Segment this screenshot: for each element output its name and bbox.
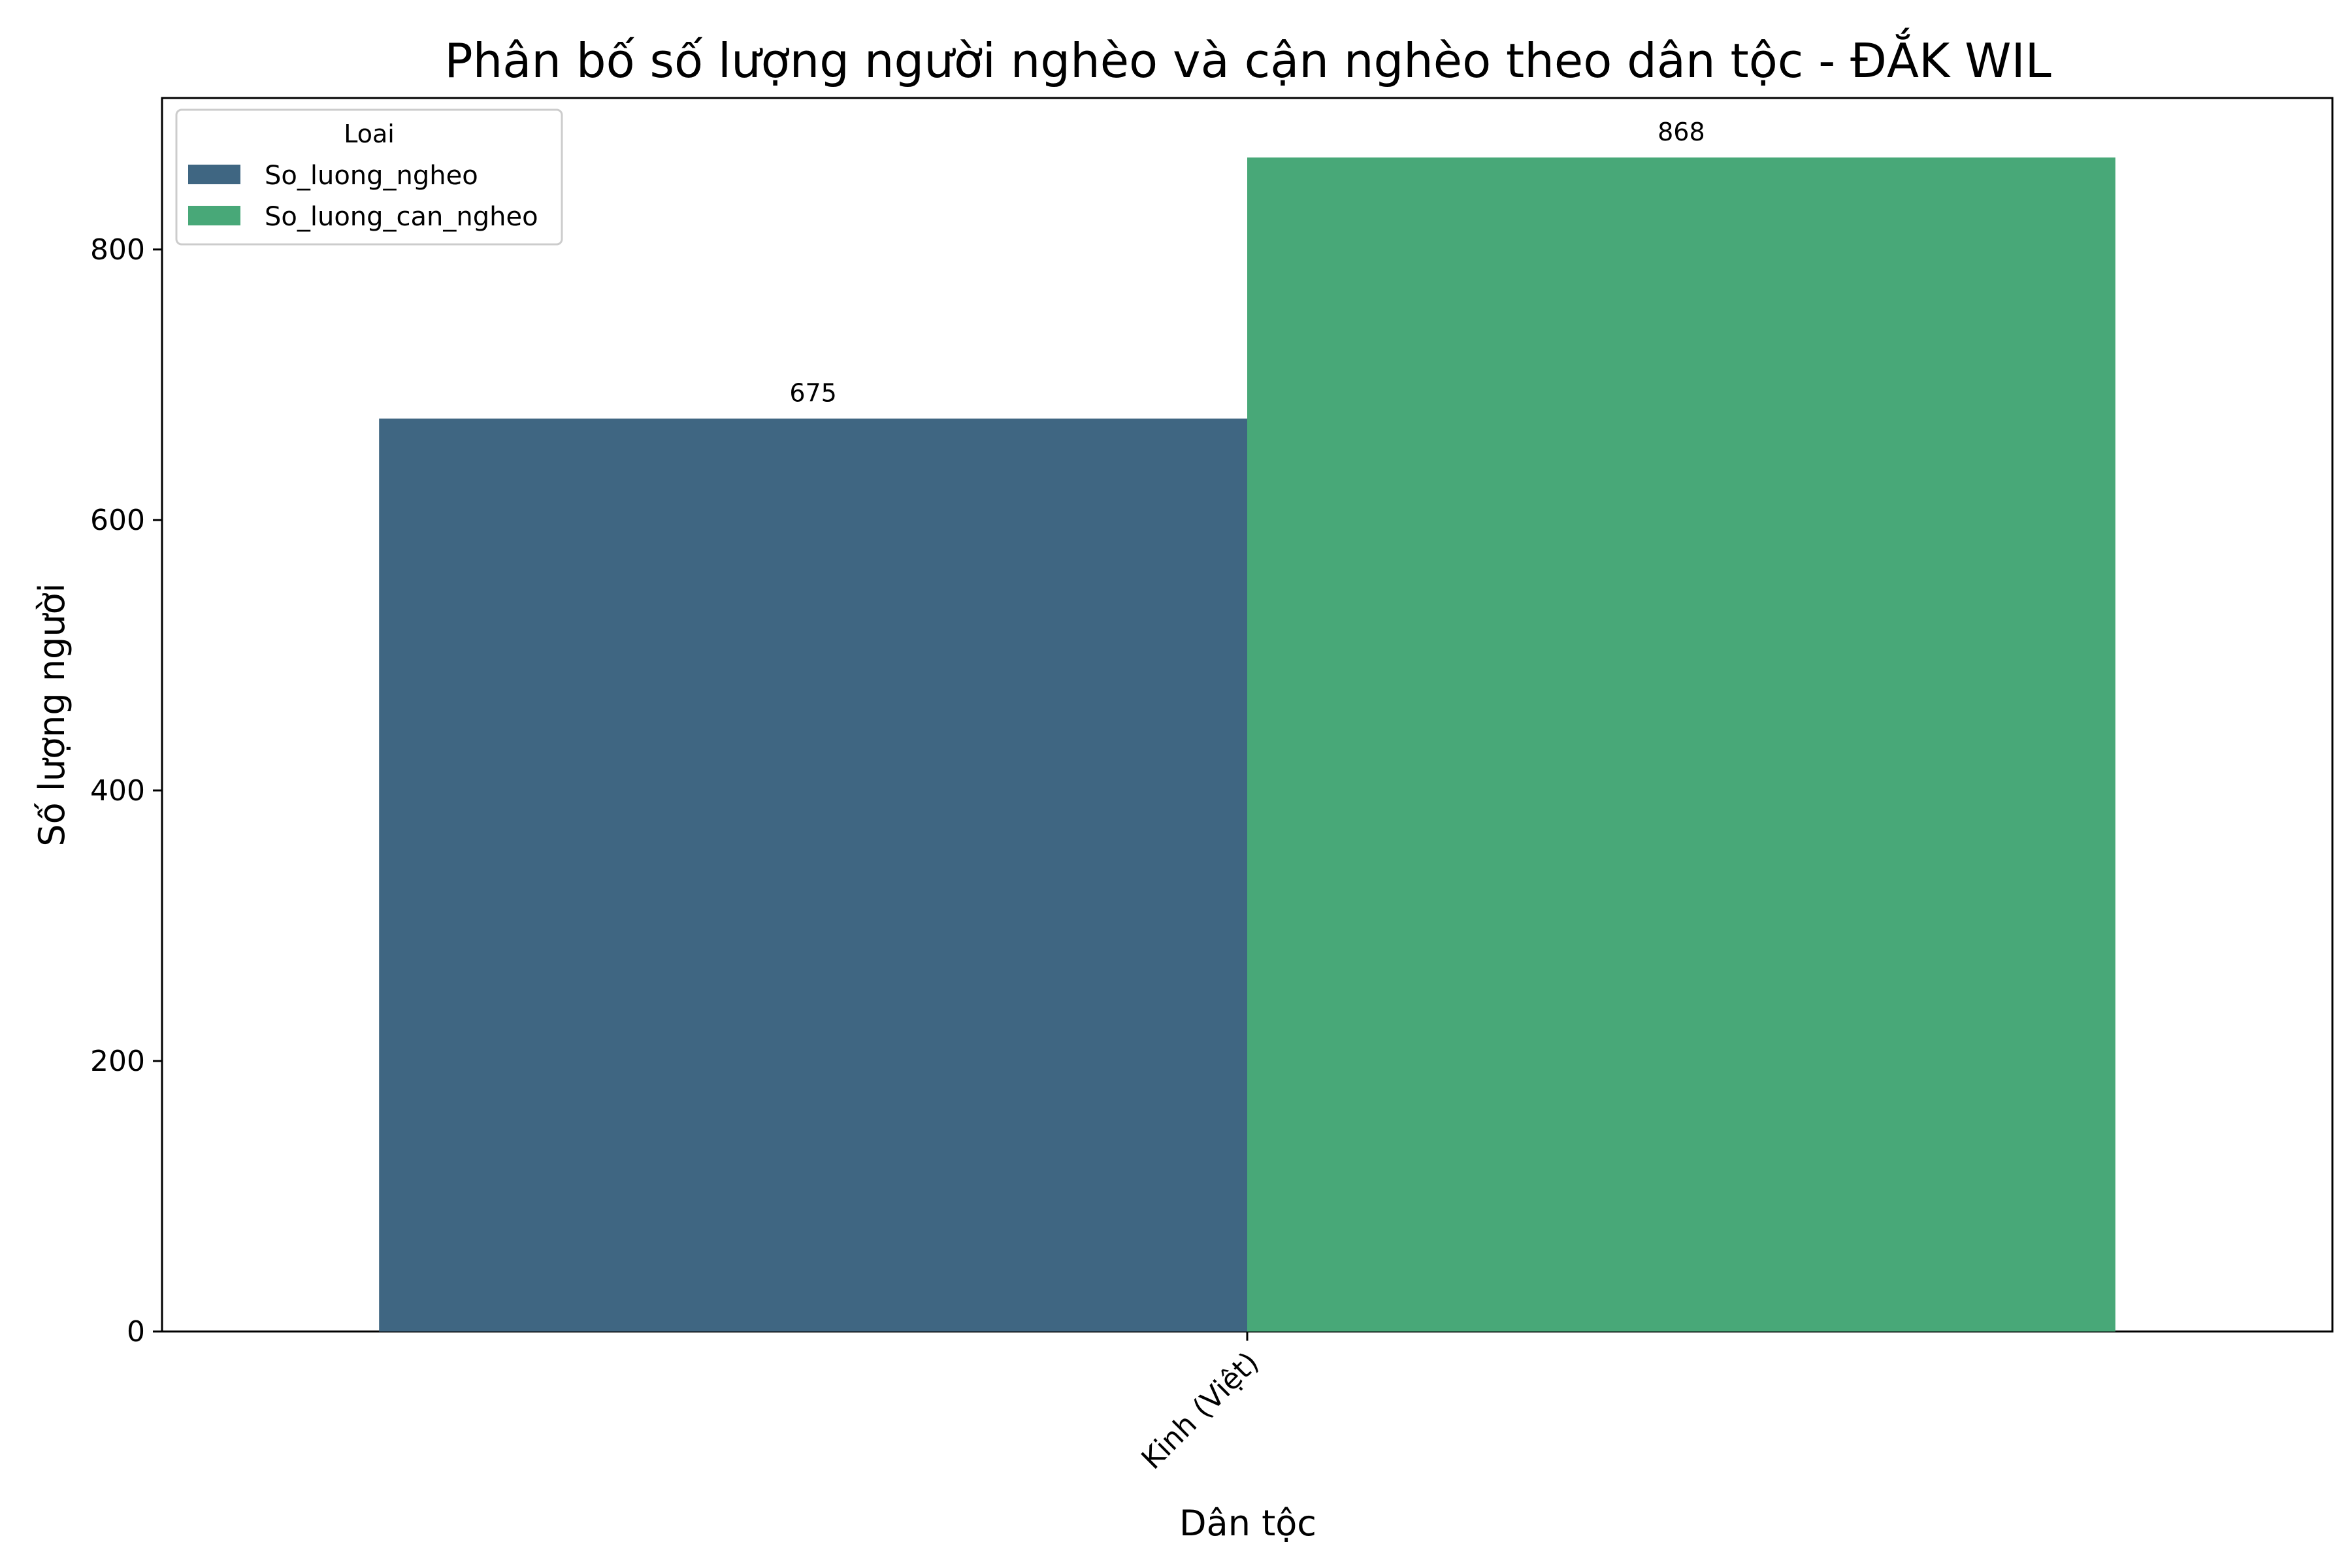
data-labels: 675 868 — [789, 118, 1705, 408]
data-label-So_luong_ngheo: 675 — [789, 379, 837, 408]
chart-title: Phân bố số lượng người nghèo và cận nghè… — [444, 29, 2051, 88]
y-axis-label: Số lượng người — [31, 583, 73, 846]
y-tick-label-600: 600 — [90, 504, 145, 537]
bar-So_luong_ngheo — [379, 418, 1248, 1331]
legend-swatch-so-luong-can-ngheo — [188, 206, 240, 225]
legend-entry-so-luong-can-ngheo: So_luong_can_ngheo — [265, 202, 538, 232]
legend-swatch-so-luong-ngheo — [188, 165, 240, 184]
bars — [379, 157, 2115, 1331]
y-tick-label-0: 0 — [127, 1315, 145, 1348]
legend: Loai So_luong_ngheo So_luong_can_ngheo — [175, 108, 563, 246]
data-label-So_luong_can_ngheo: 868 — [1658, 118, 1705, 146]
x-tick-label: Kinh (Việt) — [1135, 1346, 1265, 1476]
bar-So_luong_can_ngheo — [1247, 157, 2115, 1331]
legend-entry-so-luong-ngheo: So_luong_ngheo — [265, 161, 478, 191]
legend-title: Loai — [344, 120, 395, 148]
y-tick-label-200: 200 — [90, 1045, 145, 1078]
x-axis: Kinh (Việt) — [1135, 1331, 1266, 1476]
y-tick-label-400: 400 — [90, 774, 145, 808]
y-tick-label-800: 800 — [90, 233, 145, 267]
y-axis: 0 200 400 600 800 — [90, 233, 162, 1348]
x-axis-label: Dân tộc — [1179, 1503, 1316, 1544]
legend-box — [175, 108, 563, 246]
